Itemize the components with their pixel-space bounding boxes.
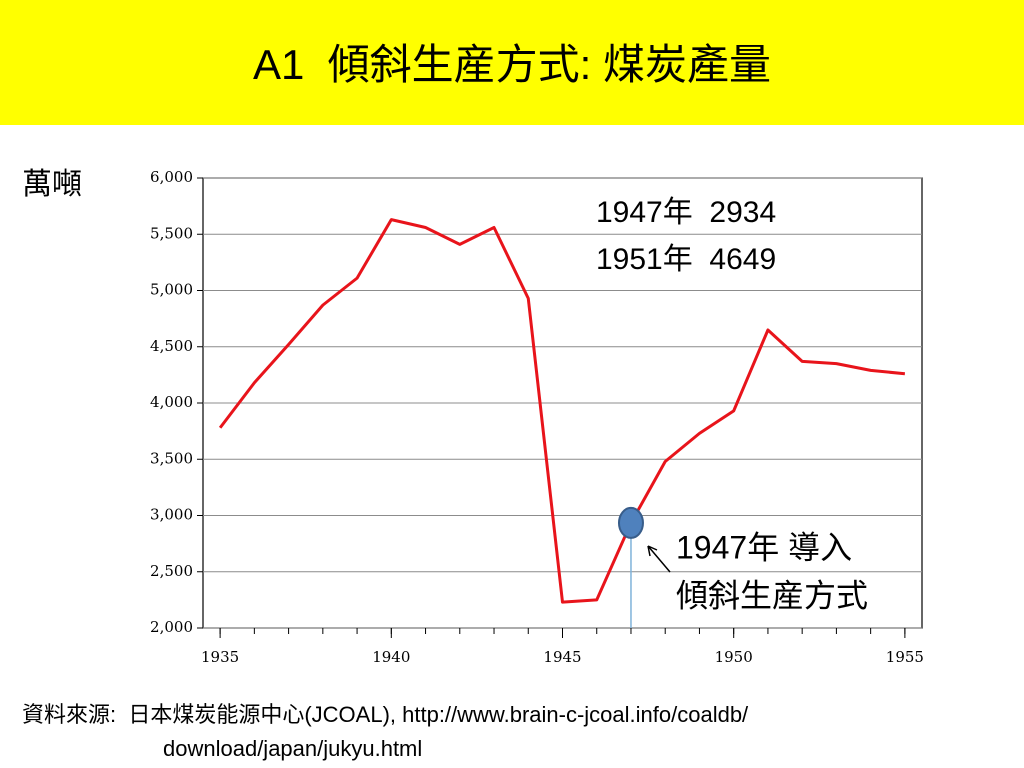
x-tick-label: 1940 (372, 648, 410, 666)
slide-title: A1 傾斜生産方式: 煤炭產量 (253, 41, 771, 88)
y-tick-label: 4,000 (150, 393, 193, 411)
annotation: 1947年 2934 (596, 196, 776, 229)
source: 資料來源: 日本煤炭能源中心(JCOAL), http://www.brain-… (22, 702, 749, 727)
callout-arrow (647, 545, 671, 573)
y-tick-label: 2,500 (150, 562, 193, 580)
highlight-marker (617, 506, 644, 539)
y-tick-label: 5,000 (150, 281, 193, 299)
x-tick-label: 1955 (886, 648, 924, 666)
y-tick-label: 3,000 (150, 506, 193, 524)
y-tick-label: 5,500 (150, 224, 193, 242)
x-tick-label: 1950 (715, 648, 753, 666)
y-axis-label: 萬噸 (22, 167, 82, 202)
callout-text: 1947年 導入 (676, 529, 852, 565)
x-tick-label: 1935 (201, 648, 239, 666)
title-bar (0, 0, 1024, 125)
x-tick-label: 1945 (543, 648, 581, 666)
y-tick-label: 4,500 (150, 337, 193, 355)
data-line (218, 218, 906, 604)
annotation: 1951年 4649 (596, 243, 776, 276)
y-tick-label: 2,000 (150, 618, 193, 636)
y-tick-label: 3,500 (150, 449, 193, 467)
source: download/japan/jukyu.html (163, 736, 422, 761)
callout-text: 傾斜生産方式 (676, 577, 868, 613)
y-tick-label: 6,000 (150, 168, 193, 186)
